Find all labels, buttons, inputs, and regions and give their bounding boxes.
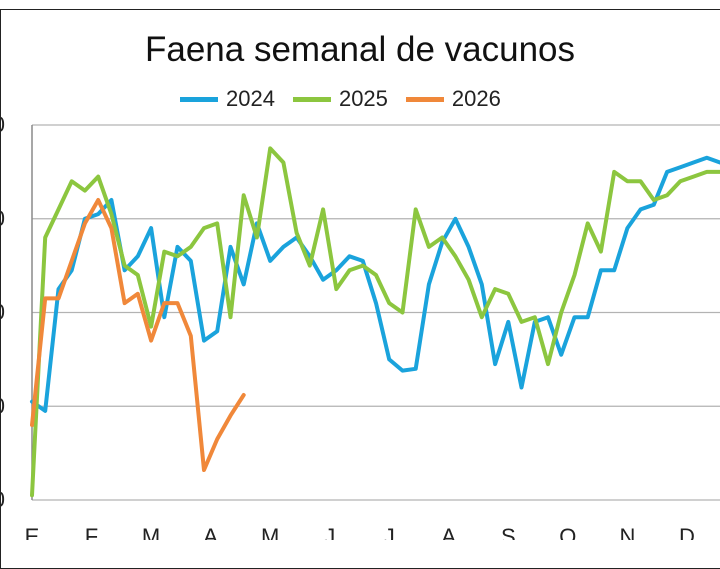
legend-item-2026: 2026 xyxy=(405,86,501,112)
gridlines xyxy=(32,124,720,501)
x-tick-label-4: M xyxy=(261,524,279,540)
chart-legend: 2024 2025 2026 xyxy=(180,86,501,112)
x-tick-label-3: A xyxy=(203,524,218,540)
series-line-2025 xyxy=(30,146,720,498)
series-line-2026 xyxy=(30,198,246,472)
chart-title: Faena semanal de vacunos xyxy=(145,30,575,69)
line-chart: 0 0 0 0 0 E F M A M J J A S O N D xyxy=(0,112,720,540)
x-tick-label-6: J xyxy=(384,524,395,540)
x-tick-label-9: O xyxy=(559,524,576,540)
series-line-2024 xyxy=(30,155,720,413)
x-tick-label-2: M xyxy=(142,524,160,540)
x-tick-label-8: S xyxy=(501,524,516,540)
legend-item-2025: 2025 xyxy=(292,86,388,112)
legend-item-2024: 2024 xyxy=(180,86,275,112)
y-tick-label-2: 0 xyxy=(0,300,5,325)
series-lines xyxy=(30,146,720,498)
legend-swatch-2026 xyxy=(405,96,444,102)
x-tick-label-0: E xyxy=(25,524,40,540)
tick-labels: 0 0 0 0 0 E F M A M J J A S O N D xyxy=(0,112,695,540)
y-tick-label-4: 0 xyxy=(0,112,5,137)
legend-label-2025: 2025 xyxy=(338,86,388,111)
x-tick-label-1: F xyxy=(85,524,98,540)
x-tick-label-7: A xyxy=(441,524,456,540)
y-tick-label-0: 0 xyxy=(0,487,5,512)
legend-swatch-2025 xyxy=(292,96,331,102)
x-tick-label-11: D xyxy=(679,524,695,540)
legend-label-2026: 2026 xyxy=(451,86,501,111)
x-tick-label-5: J xyxy=(324,524,335,540)
y-tick-label-1: 0 xyxy=(0,393,5,418)
legend-swatch-2024 xyxy=(180,96,218,102)
legend-label-2024: 2024 xyxy=(226,86,275,111)
y-tick-label-3: 0 xyxy=(0,206,5,231)
x-tick-label-10: N xyxy=(619,524,635,540)
